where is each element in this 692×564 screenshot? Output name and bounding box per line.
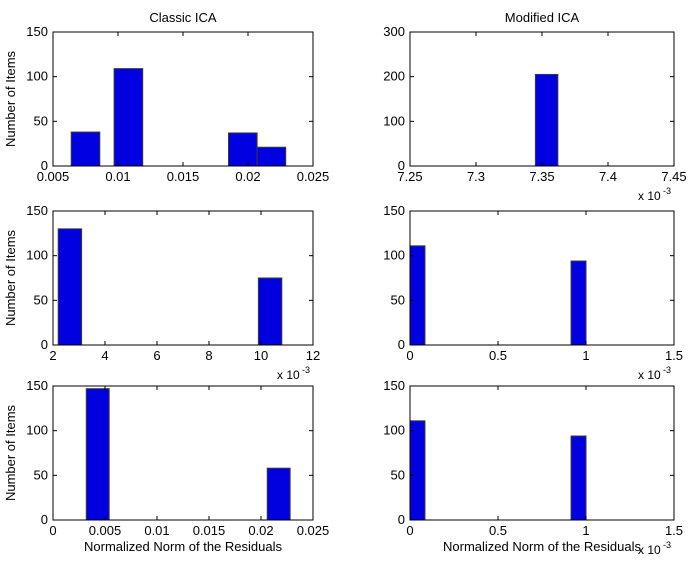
- x-tick-label: 7.35: [529, 169, 554, 184]
- x-axis-label: Normalized Norm of the Residuals: [84, 539, 282, 554]
- y-tick-label: 150: [383, 378, 405, 393]
- subplot-4: 0 0.5 1 1.5 0 50 100 150 x 10 -3: [383, 203, 683, 382]
- y-tick-label: 100: [383, 423, 405, 438]
- y-tick-label: 0: [398, 158, 405, 173]
- histogram-bar: [70, 131, 101, 167]
- x-tick-label: 0.02: [248, 523, 273, 538]
- x-tick-label: 1.5: [665, 523, 683, 538]
- y-tick-label: 100: [383, 113, 405, 128]
- x-tick-label: 2: [49, 348, 56, 363]
- histogram-bar: [85, 388, 110, 521]
- y-tick-label: 50: [391, 467, 405, 482]
- x-exponent-label: x 10: [638, 189, 661, 203]
- axes-frame: [409, 385, 675, 521]
- y-tick-label: 0: [398, 337, 405, 352]
- x-exponent-label: x 10: [277, 368, 300, 382]
- y-axis-label: Number of Items: [3, 50, 18, 147]
- x-exponent-power: -3: [663, 186, 671, 196]
- x-tick-label: 0.015: [193, 523, 226, 538]
- subplot-2: 7.25 7.3 7.35 7.4 7.45 0 100 200 300 Modified ICA…: [383, 10, 686, 203]
- y-tick-label: 200: [383, 69, 405, 84]
- x-tick-label: 0: [49, 523, 56, 538]
- x-tick-label: 1: [582, 523, 589, 538]
- histogram-bar: [113, 68, 144, 167]
- y-tick-label: 50: [34, 292, 48, 307]
- x-tick-label: 0.01: [105, 169, 130, 184]
- y-tick-label: 50: [34, 467, 48, 482]
- x-axis-label: Normalized Norm of the Residuals: [443, 539, 641, 554]
- subplot-6: 0 0.5 1 1.5 0 50 100 150 Normalized Norm of the …: [383, 378, 683, 557]
- y-tick-label: 150: [383, 203, 405, 218]
- x-tick-label: 0.005: [89, 523, 122, 538]
- y-tick-label: 0: [398, 512, 405, 527]
- y-tick-label: 300: [383, 24, 405, 39]
- subplot-1: 0.005 0.01 0.015 0.02 0.025 0 50 100 150 Classic …: [3, 10, 329, 184]
- y-tick-label: 150: [26, 24, 48, 39]
- y-tick-label: 50: [34, 113, 48, 128]
- x-tick-label: 12: [306, 348, 320, 363]
- x-tick-label: 7.4: [599, 169, 617, 184]
- histogram-bar: [57, 228, 83, 346]
- histogram-bar: [266, 467, 291, 521]
- histogram-bar: [256, 146, 287, 167]
- histogram-bar: [257, 277, 283, 346]
- y-tick-label: 0: [41, 512, 48, 527]
- y-axis-label: Number of Items: [3, 404, 18, 501]
- x-exponent-power: -3: [302, 365, 310, 375]
- x-tick-label: 1.5: [665, 348, 683, 363]
- x-tick-label: 4: [101, 348, 108, 363]
- axes-frame: [52, 210, 314, 346]
- y-axis-label: Number of Items: [3, 229, 18, 326]
- x-tick-label: 0.025: [297, 523, 330, 538]
- histogram-bar: [570, 435, 587, 521]
- x-exponent-power: -3: [663, 540, 671, 550]
- histogram-bar: [409, 245, 426, 346]
- y-tick-label: 100: [26, 248, 48, 263]
- x-tick-label: 0: [406, 348, 413, 363]
- histogram-bar: [570, 260, 587, 346]
- x-tick-label: 0.5: [489, 348, 507, 363]
- y-tick-label: 100: [26, 423, 48, 438]
- y-tick-label: 100: [26, 69, 48, 84]
- x-exponent-power: -3: [663, 365, 671, 375]
- y-tick-label: 100: [383, 248, 405, 263]
- x-tick-label: 0.01: [144, 523, 169, 538]
- y-tick-label: 50: [391, 292, 405, 307]
- x-tick-label: 1: [582, 348, 589, 363]
- subplot-3: 2 4 6 8 10 12 0 50 100 150 Number of Items x 10 -3: [3, 203, 320, 382]
- axes-frame: [409, 210, 675, 346]
- y-tick-label: 0: [41, 337, 48, 352]
- x-exponent-label: x 10: [638, 368, 661, 382]
- x-tick-label: 7.45: [661, 169, 686, 184]
- y-tick-label: 0: [41, 158, 48, 173]
- x-tick-label: 0.025: [297, 169, 330, 184]
- x-tick-label: 0.005: [37, 169, 70, 184]
- x-tick-label: 8: [205, 348, 212, 363]
- x-tick-label: 7.3: [467, 169, 485, 184]
- subplot-5: 0 0.005 0.01 0.015 0.02 0.025 0 50 100 150 Number …: [3, 378, 329, 554]
- x-tick-label: 0: [406, 523, 413, 538]
- x-tick-label: 0.015: [167, 169, 200, 184]
- histogram-bar: [534, 73, 559, 167]
- x-tick-label: 10: [254, 348, 268, 363]
- x-tick-label: 7.25: [397, 169, 422, 184]
- subplot-title: Modified ICA: [505, 10, 580, 25]
- y-tick-label: 150: [26, 203, 48, 218]
- histogram-bar: [409, 420, 426, 521]
- x-tick-label: 6: [153, 348, 160, 363]
- x-tick-label: 0.02: [235, 169, 260, 184]
- x-exponent-label: x 10: [638, 543, 661, 557]
- histogram-bar: [228, 132, 258, 167]
- y-tick-label: 150: [26, 378, 48, 393]
- x-tick-label: 0.5: [489, 523, 507, 538]
- subplot-title: Classic ICA: [149, 10, 217, 25]
- axes-frame: [52, 385, 314, 521]
